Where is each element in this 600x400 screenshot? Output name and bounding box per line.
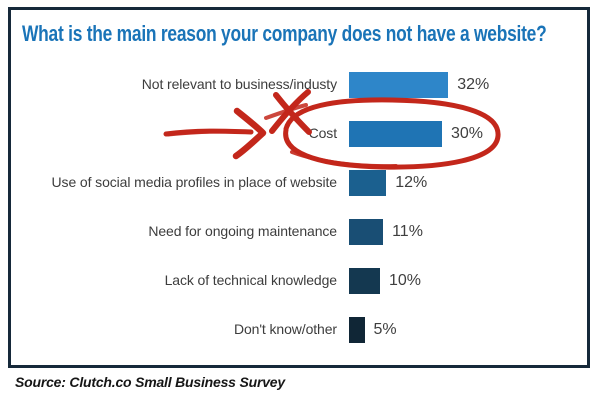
value-label: 32%: [457, 76, 490, 93]
bar: [349, 121, 442, 147]
bar: [349, 268, 380, 294]
value-label: 30%: [451, 125, 484, 142]
category-label: Need for ongoing maintenance: [148, 223, 337, 240]
category-label: Use of social media profiles in place of…: [51, 174, 338, 191]
category-label: Don't know/other: [233, 321, 337, 338]
bar-row: Not relevant to business/industy 32%: [11, 72, 587, 98]
source-caption: Source: Clutch.co Small Business Survey: [15, 374, 285, 390]
chart-title: What is the main reason your company doe…: [22, 21, 547, 46]
bar-rows: Not relevant to business/industy 32% Cos…: [11, 72, 587, 366]
bar: [349, 72, 449, 98]
bar: [349, 317, 365, 343]
bar: [349, 170, 387, 196]
value-label: 10%: [389, 272, 422, 289]
category-label: Lack of technical knowledge: [164, 272, 338, 289]
bar-row: Lack of technical knowledge 10%: [11, 268, 587, 294]
value-label: 12%: [395, 174, 428, 191]
bar-row: Don't know/other 5%: [11, 317, 587, 343]
value-label: 5%: [373, 321, 397, 338]
bar: [349, 219, 384, 245]
bar-row: Cost 30%: [11, 121, 587, 147]
chart-frame: What is the main reason your company doe…: [8, 7, 590, 368]
category-label: Not relevant to business/industy: [141, 76, 337, 93]
bar-row: Need for ongoing maintenance 11%: [11, 219, 587, 245]
bar-row: Use of social media profiles in place of…: [11, 170, 587, 196]
value-label: 11%: [392, 223, 423, 240]
category-label: Cost: [308, 125, 337, 142]
